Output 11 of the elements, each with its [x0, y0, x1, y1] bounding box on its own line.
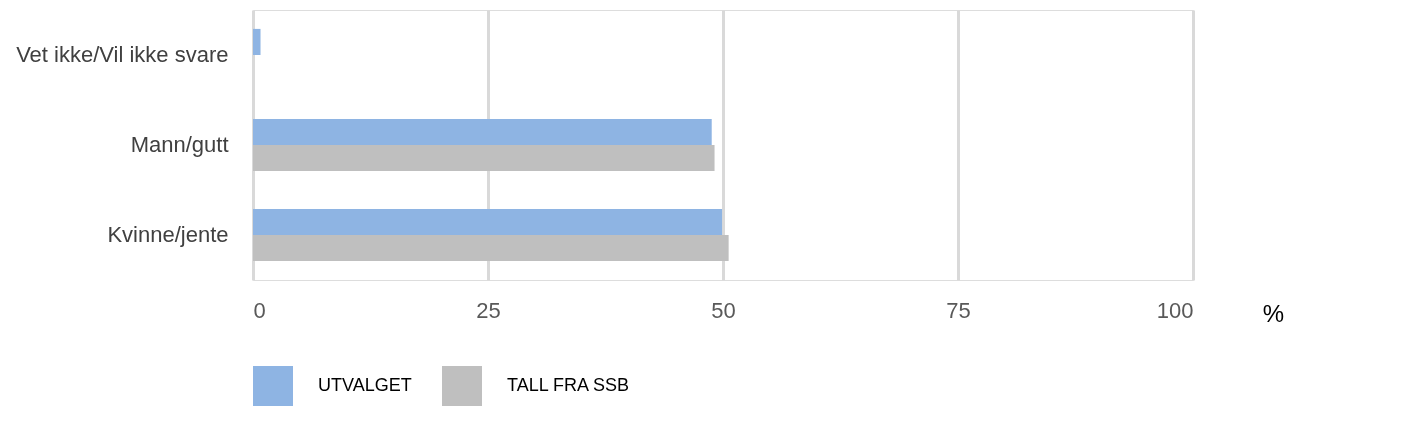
y-tick-label: Kvinne/jente [107, 222, 229, 247]
x-tick-label: 75 [946, 297, 971, 323]
legend-label: UTVALGET [318, 375, 412, 395]
x-tick-label: 0 [253, 297, 266, 323]
x-axis-title: % [1262, 299, 1285, 327]
y-tick-label: Vet ikke/Vil ikke svare [16, 42, 229, 67]
y-tick-label: Mann/gutt [130, 132, 229, 157]
x-tick-label: 50 [711, 297, 736, 323]
legend-label: TALL FRA SSB [507, 375, 630, 395]
x-tick-label: 100 [1156, 297, 1194, 323]
x-tick-label: 25 [476, 297, 501, 323]
